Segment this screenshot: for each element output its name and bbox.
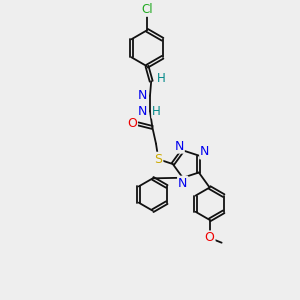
Text: N: N <box>200 146 209 158</box>
Text: N: N <box>138 105 148 118</box>
Text: N: N <box>138 89 148 102</box>
Text: S: S <box>154 153 162 166</box>
Text: H: H <box>156 72 165 86</box>
Text: O: O <box>205 231 214 244</box>
Text: H: H <box>152 105 161 118</box>
Text: Cl: Cl <box>141 3 153 16</box>
Text: N: N <box>175 140 184 153</box>
Text: O: O <box>127 117 137 130</box>
Text: N: N <box>178 177 188 190</box>
